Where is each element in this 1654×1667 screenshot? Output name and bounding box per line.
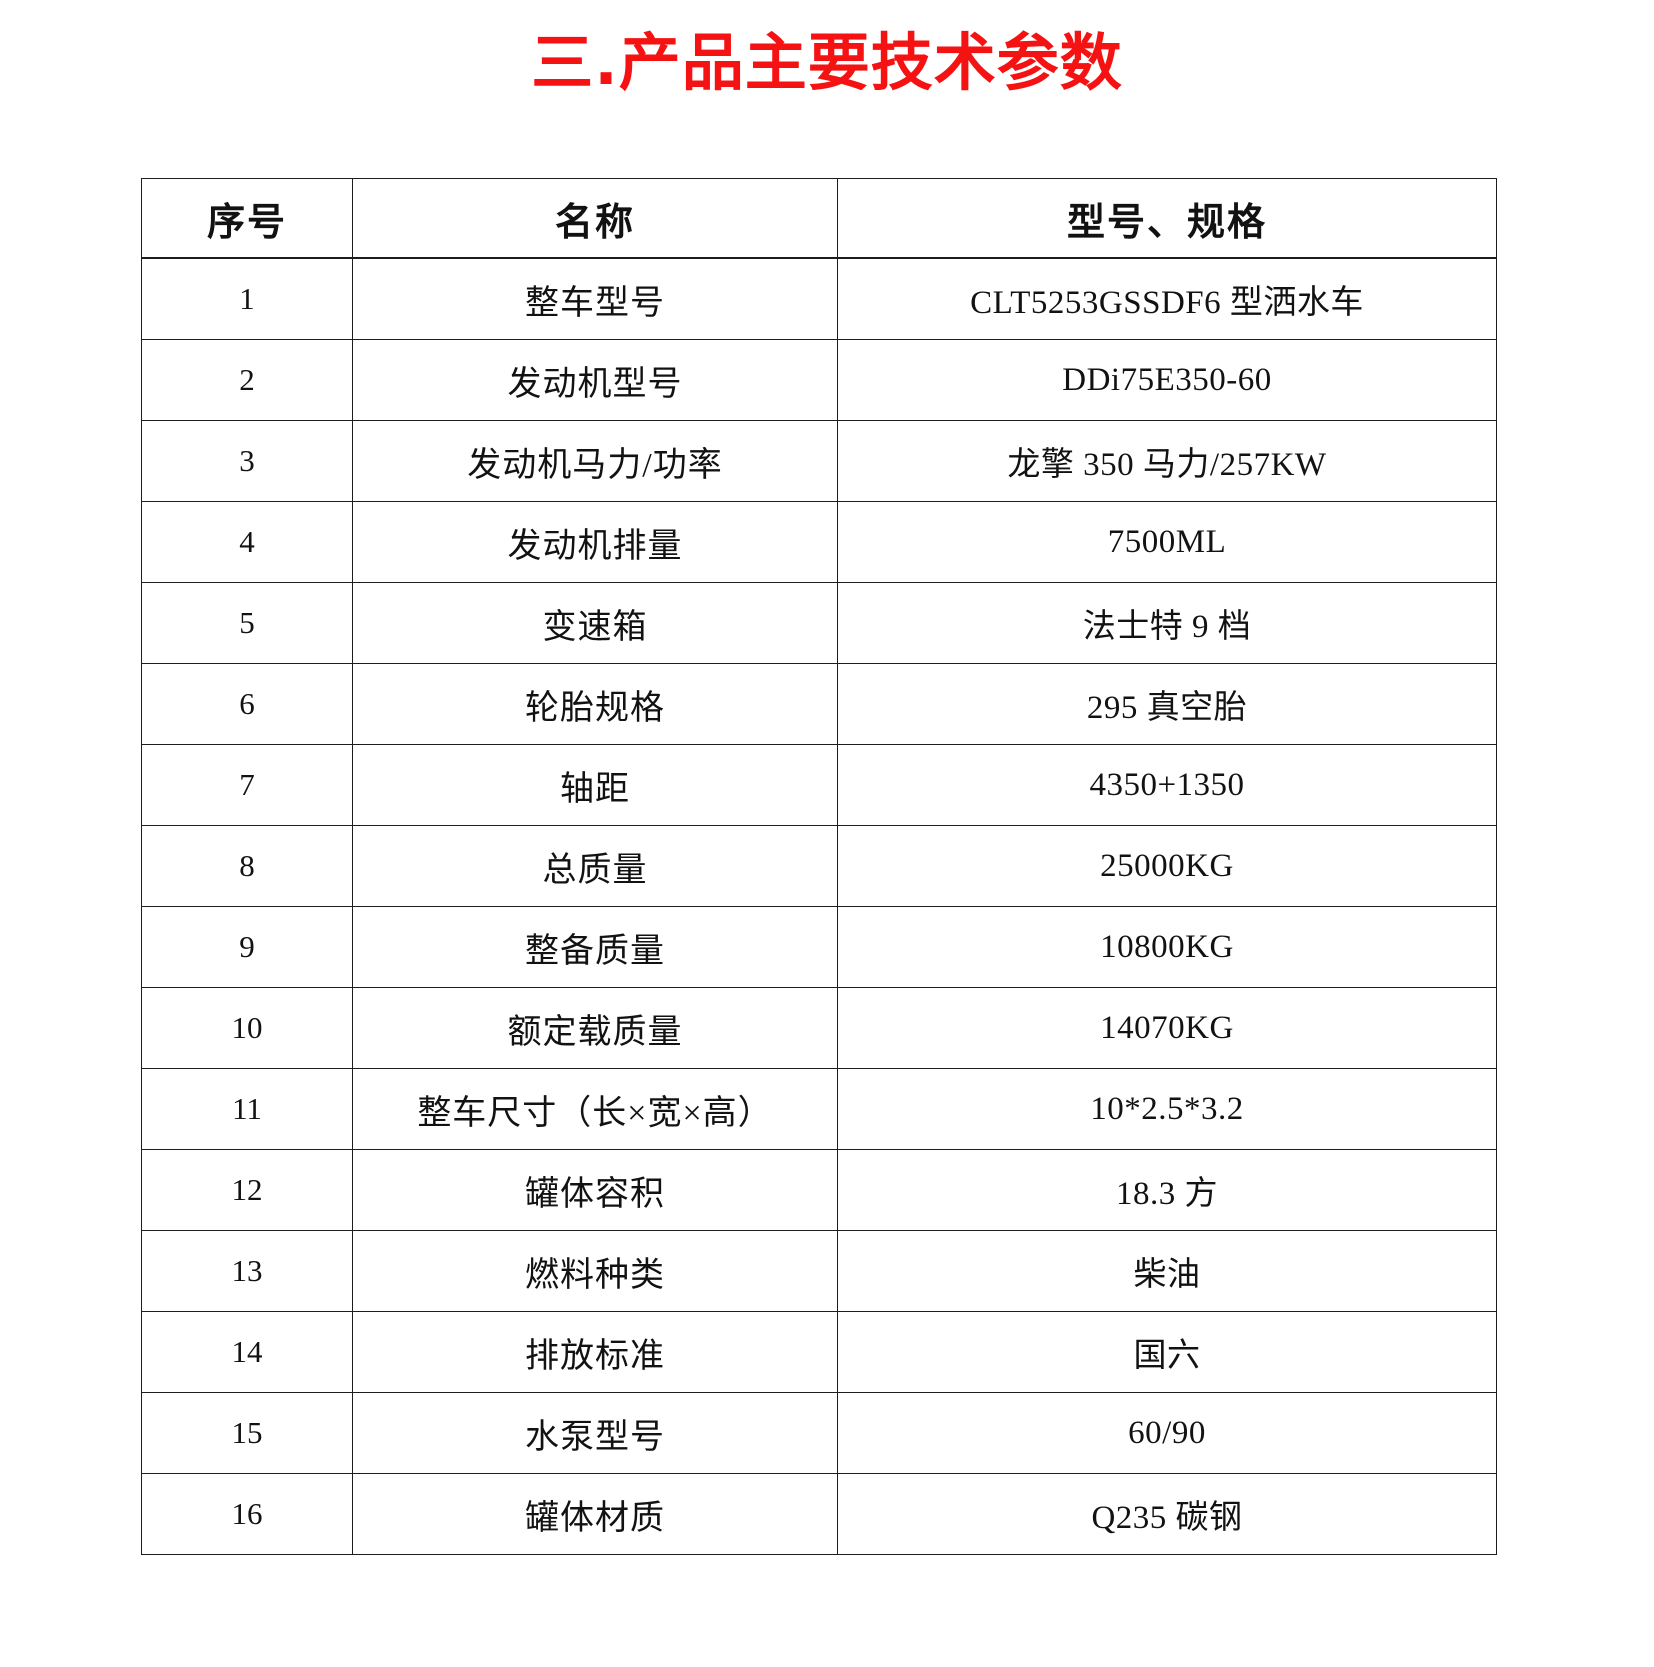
table-row: 13 燃料种类 柴油 (141, 1230, 1497, 1312)
cell-parameter-name: 罐体容积 (352, 1149, 838, 1231)
cell-parameter-name: 整车尺寸（长×宽×高） (352, 1068, 838, 1150)
cell-parameter-name: 发动机马力/功率 (352, 420, 838, 502)
cell-parameter-value: 14070KG (837, 987, 1497, 1069)
cell-parameter-name: 排放标准 (352, 1311, 838, 1393)
cell-parameter-value: 25000KG (837, 825, 1497, 907)
table-row: 15 水泵型号 60/90 (141, 1392, 1497, 1474)
table-row: 10 额定载质量 14070KG (141, 987, 1497, 1069)
technical-parameters-table: 序号 名称 型号、规格 1 整车型号 CLT5253GSSDF6 型洒水车 2 发动机型… (141, 178, 1497, 1555)
cell-row-number: 9 (141, 906, 353, 988)
cell-row-number: 2 (141, 339, 353, 421)
spec-table-container: 序号 名称 型号、规格 1 整车型号 CLT5253GSSDF6 型洒水车 2 发动机型… (141, 178, 1497, 1555)
cell-row-number: 10 (141, 987, 353, 1069)
cell-row-number: 3 (141, 420, 353, 502)
cell-parameter-value: 18.3 方 (837, 1149, 1497, 1231)
cell-parameter-value: 4350+1350 (837, 744, 1497, 826)
cell-row-number: 13 (141, 1230, 353, 1312)
cell-parameter-value: 柴油 (837, 1230, 1497, 1312)
cell-row-number: 6 (141, 663, 353, 745)
cell-parameter-name: 燃料种类 (352, 1230, 838, 1312)
cell-parameter-name: 水泵型号 (352, 1392, 838, 1474)
cell-parameter-name: 变速箱 (352, 582, 838, 664)
table-header-row: 序号 名称 型号、规格 (141, 178, 1497, 259)
cell-parameter-name: 额定载质量 (352, 987, 838, 1069)
cell-parameter-name: 轮胎规格 (352, 663, 838, 745)
table-header: 序号 名称 型号、规格 (141, 178, 1497, 259)
column-header-value: 型号、规格 (837, 178, 1497, 259)
cell-parameter-value: 法士特 9 档 (837, 582, 1497, 664)
table-row: 4 发动机排量 7500ML (141, 501, 1497, 583)
cell-parameter-value: 295 真空胎 (837, 663, 1497, 745)
cell-row-number: 12 (141, 1149, 353, 1231)
table-row: 2 发动机型号 DDi75E350-60 (141, 339, 1497, 421)
cell-parameter-name: 轴距 (352, 744, 838, 826)
column-header-name: 名称 (352, 178, 838, 259)
cell-parameter-name: 整车型号 (352, 257, 838, 340)
cell-parameter-value: Q235 碳钢 (837, 1473, 1497, 1555)
cell-row-number: 15 (141, 1392, 353, 1474)
cell-row-number: 11 (141, 1068, 353, 1150)
cell-parameter-value: DDi75E350-60 (837, 339, 1497, 421)
table-row: 14 排放标准 国六 (141, 1311, 1497, 1393)
table-row: 8 总质量 25000KG (141, 825, 1497, 907)
table-row: 3 发动机马力/功率 龙擎 350 马力/257KW (141, 420, 1497, 502)
table-row: 16 罐体材质 Q235 碳钢 (141, 1473, 1497, 1555)
table-row: 11 整车尺寸（长×宽×高） 10*2.5*3.2 (141, 1068, 1497, 1150)
cell-row-number: 5 (141, 582, 353, 664)
table-body: 1 整车型号 CLT5253GSSDF6 型洒水车 2 发动机型号 DDi75E350-6… (141, 257, 1497, 1555)
cell-parameter-name: 发动机排量 (352, 501, 838, 583)
cell-parameter-value: 10800KG (837, 906, 1497, 988)
cell-row-number: 14 (141, 1311, 353, 1393)
table-row: 12 罐体容积 18.3 方 (141, 1149, 1497, 1231)
cell-parameter-name: 总质量 (352, 825, 838, 907)
cell-row-number: 7 (141, 744, 353, 826)
table-row: 5 变速箱 法士特 9 档 (141, 582, 1497, 664)
cell-row-number: 16 (141, 1473, 353, 1555)
cell-row-number: 8 (141, 825, 353, 907)
column-header-no: 序号 (141, 178, 353, 259)
cell-parameter-value: 龙擎 350 马力/257KW (837, 420, 1497, 502)
cell-parameter-name: 整备质量 (352, 906, 838, 988)
table-row: 6 轮胎规格 295 真空胎 (141, 663, 1497, 745)
page-title: 三.产品主要技术参数 (531, 26, 1123, 99)
table-row: 7 轴距 4350+1350 (141, 744, 1497, 826)
cell-parameter-value: 60/90 (837, 1392, 1497, 1474)
cell-parameter-value: 国六 (837, 1311, 1497, 1393)
table-row: 1 整车型号 CLT5253GSSDF6 型洒水车 (141, 257, 1497, 340)
cell-parameter-name: 罐体材质 (352, 1473, 838, 1555)
table-row: 9 整备质量 10800KG (141, 906, 1497, 988)
cell-parameter-value: CLT5253GSSDF6 型洒水车 (837, 257, 1497, 340)
cell-row-number: 4 (141, 501, 353, 583)
cell-parameter-value: 10*2.5*3.2 (837, 1068, 1497, 1150)
cell-parameter-value: 7500ML (837, 501, 1497, 583)
cell-parameter-name: 发动机型号 (352, 339, 838, 421)
cell-row-number: 1 (141, 257, 353, 340)
